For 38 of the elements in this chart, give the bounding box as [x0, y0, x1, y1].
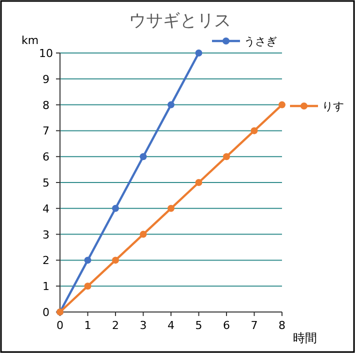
y-tick-label: 5	[42, 176, 50, 190]
y-tick-label: 4	[42, 202, 50, 216]
x-tick-label: 5	[195, 319, 202, 332]
x-tick-label: 2	[112, 319, 119, 332]
point	[250, 127, 258, 134]
y-tick-label: 9	[42, 72, 50, 86]
x-tick-label: 4	[168, 319, 174, 332]
point	[84, 256, 92, 264]
x-tick-label: 8	[278, 319, 286, 332]
x-axis-title: 時間	[293, 331, 317, 345]
point	[140, 230, 147, 238]
x-tick-label: 0	[56, 319, 64, 332]
legend-label: うさぎ	[244, 35, 277, 48]
point	[195, 179, 202, 186]
point	[278, 101, 286, 108]
point	[168, 101, 174, 108]
y-tick-label: 8	[42, 98, 50, 112]
y-tick-label: 6	[42, 150, 50, 164]
point	[140, 153, 147, 160]
y-tick-label: 7	[42, 124, 50, 138]
y-tick-label: 10	[39, 47, 53, 60]
x-tick-label: 3	[140, 319, 147, 332]
y-axis-title: km	[21, 34, 39, 47]
x-tick-label: 7	[250, 319, 258, 332]
legend-label: りす	[322, 100, 344, 113]
x-tick-label: 1	[84, 319, 92, 332]
y-tick-label: 1	[42, 280, 50, 294]
point	[195, 50, 202, 56]
y-tick-label: 0	[42, 306, 50, 319]
point	[84, 282, 92, 290]
point	[168, 204, 174, 212]
point	[112, 204, 119, 212]
y-tick-label: 3	[42, 228, 50, 242]
point	[112, 256, 119, 264]
x-tick-label: 6	[223, 319, 230, 332]
y-tick-label: 2	[42, 254, 50, 268]
point	[223, 153, 230, 160]
chart-title: ウサギとリス	[129, 11, 231, 31]
